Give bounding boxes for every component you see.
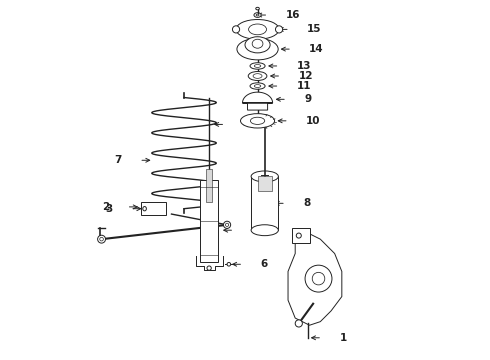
Text: 12: 12 [298,71,313,81]
Ellipse shape [254,64,261,67]
Ellipse shape [207,266,211,270]
Text: 10: 10 [306,116,320,126]
Bar [292,228,310,243]
Text: 11: 11 [296,81,311,91]
Text: 9: 9 [304,94,311,104]
Ellipse shape [296,233,301,238]
Ellipse shape [256,14,259,16]
Ellipse shape [250,63,265,69]
Ellipse shape [227,262,231,266]
Text: 1: 1 [339,333,346,343]
Ellipse shape [248,24,267,35]
Ellipse shape [253,74,262,78]
Ellipse shape [256,7,259,10]
Text: 15: 15 [307,24,321,35]
Ellipse shape [232,26,240,33]
Ellipse shape [100,237,103,241]
Text: 14: 14 [309,44,324,54]
Ellipse shape [223,221,231,228]
Polygon shape [288,232,342,325]
Ellipse shape [305,265,332,292]
Text: 4: 4 [243,120,250,129]
Ellipse shape [236,19,279,39]
Ellipse shape [275,26,283,33]
Ellipse shape [251,225,278,236]
Polygon shape [243,92,272,110]
Bar [141,202,166,215]
Text: 6: 6 [260,259,268,269]
Ellipse shape [251,171,278,182]
Text: 5: 5 [251,225,259,235]
Ellipse shape [254,13,261,17]
Bar [200,180,218,262]
Text: 16: 16 [286,10,300,20]
Ellipse shape [250,83,265,89]
Ellipse shape [250,117,265,125]
Ellipse shape [98,235,105,243]
Ellipse shape [248,72,267,81]
Ellipse shape [254,85,261,87]
Ellipse shape [245,37,270,53]
Ellipse shape [312,273,325,285]
Text: 2: 2 [102,202,109,212]
Text: 7: 7 [115,155,122,165]
Ellipse shape [252,39,263,48]
Text: 13: 13 [296,61,311,71]
Bar [258,176,271,191]
Bar [206,169,212,202]
Ellipse shape [295,320,302,327]
Bar [251,176,278,230]
Ellipse shape [225,223,229,226]
Ellipse shape [241,114,274,128]
Text: 3: 3 [106,204,113,214]
Ellipse shape [143,207,147,211]
Text: 8: 8 [303,198,310,208]
Ellipse shape [237,39,278,60]
